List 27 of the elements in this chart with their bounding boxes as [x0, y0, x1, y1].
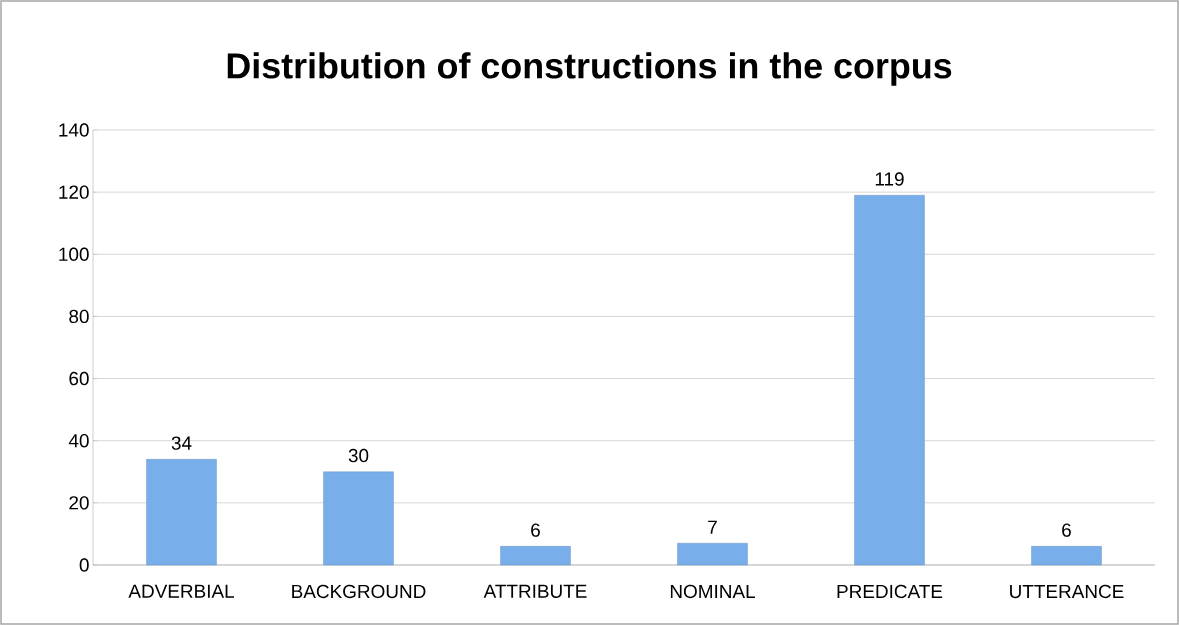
y-tick-label: 40	[68, 434, 89, 448]
x-tick-label: NOMINAL	[670, 584, 755, 599]
bar	[146, 459, 217, 566]
data-label: 7	[708, 520, 717, 534]
x-tick-label: UTTERANCE	[1010, 584, 1124, 599]
y-tick-label: 120	[59, 185, 89, 199]
data-label: 119	[875, 172, 904, 186]
data-label: 6	[1062, 523, 1071, 537]
y-tick-label: 100	[59, 247, 89, 261]
bar	[500, 546, 571, 566]
chart-title: Distribution of constructions in the corpus	[227, 52, 952, 86]
y-tick-label: 140	[59, 123, 89, 137]
data-label: 34	[171, 436, 192, 450]
x-tick-label: PREDICATE	[837, 584, 943, 599]
bar	[854, 195, 925, 566]
bar	[323, 471, 394, 566]
bar	[1031, 546, 1102, 566]
x-tick-label: ADVERBIAL	[128, 584, 234, 598]
x-tick-label: BACKGROUND	[292, 584, 426, 599]
y-tick-label: 60	[69, 371, 89, 386]
y-tick-label: 0	[79, 558, 89, 572]
x-tick-label: ATTRIBUTE	[483, 584, 587, 598]
bar	[677, 543, 748, 566]
y-tick-label: 80	[69, 309, 89, 324]
data-label: 30	[348, 448, 369, 463]
y-tick-label: 20	[69, 496, 89, 510]
data-label: 6	[531, 523, 540, 537]
